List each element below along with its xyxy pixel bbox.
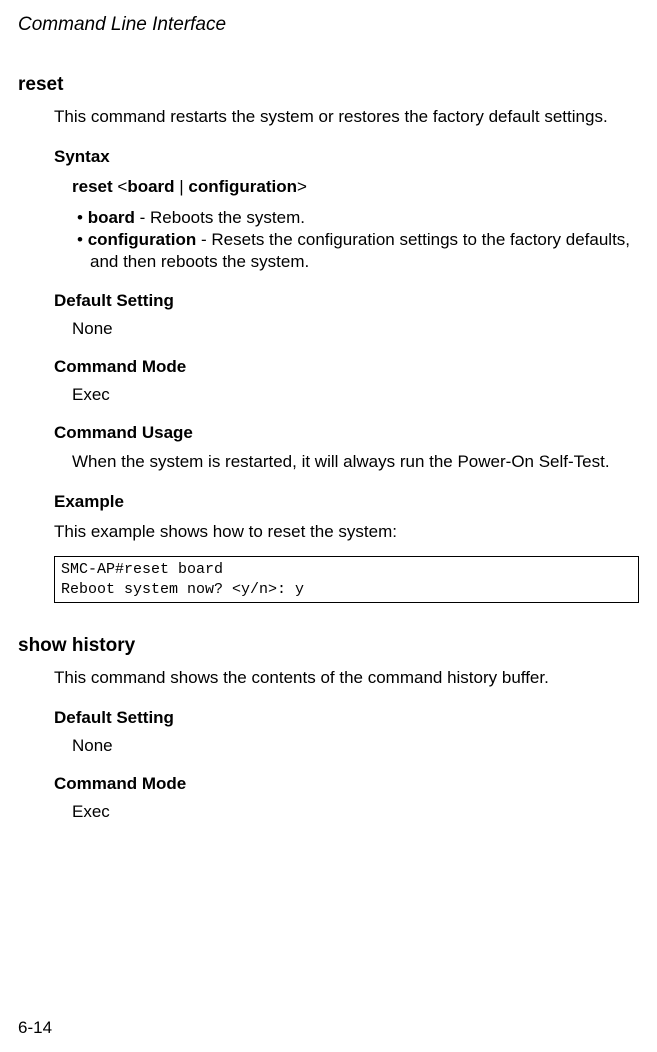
syntax-options-list: board - Reboots the system. configuratio… <box>72 207 639 273</box>
page-number: 6-14 <box>18 1018 52 1038</box>
page-content: reset This command restarts the system o… <box>0 36 657 822</box>
syntax-cmd: reset <box>72 177 113 196</box>
syntax-gt: > <box>297 177 307 196</box>
default-setting-value-2: None <box>72 736 639 756</box>
command-usage-heading: Command Usage <box>54 423 639 443</box>
list-item: board - Reboots the system. <box>72 207 639 229</box>
option-desc: - Reboots the system. <box>135 208 305 227</box>
default-setting-heading-2: Default Setting <box>54 708 639 728</box>
default-setting-heading: Default Setting <box>54 291 639 311</box>
command-mode-value: Exec <box>72 385 639 405</box>
example-intro: This example shows how to reset the syst… <box>54 522 639 542</box>
page-header: Command Line Interface <box>0 0 657 36</box>
syntax-line: reset <board | configuration> <box>72 177 639 197</box>
code-block: SMC-AP#reset board Reboot system now? <y… <box>54 556 639 603</box>
default-setting-value: None <box>72 319 639 339</box>
example-heading: Example <box>54 492 639 512</box>
command-mode-value-2: Exec <box>72 802 639 822</box>
command-mode-heading: Command Mode <box>54 357 639 377</box>
command-showhistory-desc: This command shows the contents of the c… <box>54 667 639 690</box>
command-showhistory-title: show history <box>18 635 639 657</box>
syntax-pipe: | <box>175 177 189 196</box>
command-reset-title: reset <box>18 74 639 96</box>
syntax-opt2: configuration <box>188 177 297 196</box>
syntax-lt: < <box>117 177 127 196</box>
syntax-opt1: board <box>127 177 174 196</box>
command-reset-desc: This command restarts the system or rest… <box>54 106 639 129</box>
command-mode-heading-2: Command Mode <box>54 774 639 794</box>
list-item: configuration - Resets the configuration… <box>72 229 639 273</box>
syntax-heading: Syntax <box>54 147 639 167</box>
option-term: board <box>88 208 135 227</box>
command-usage-text: When the system is restarted, it will al… <box>72 451 639 474</box>
option-term: configuration <box>88 230 197 249</box>
